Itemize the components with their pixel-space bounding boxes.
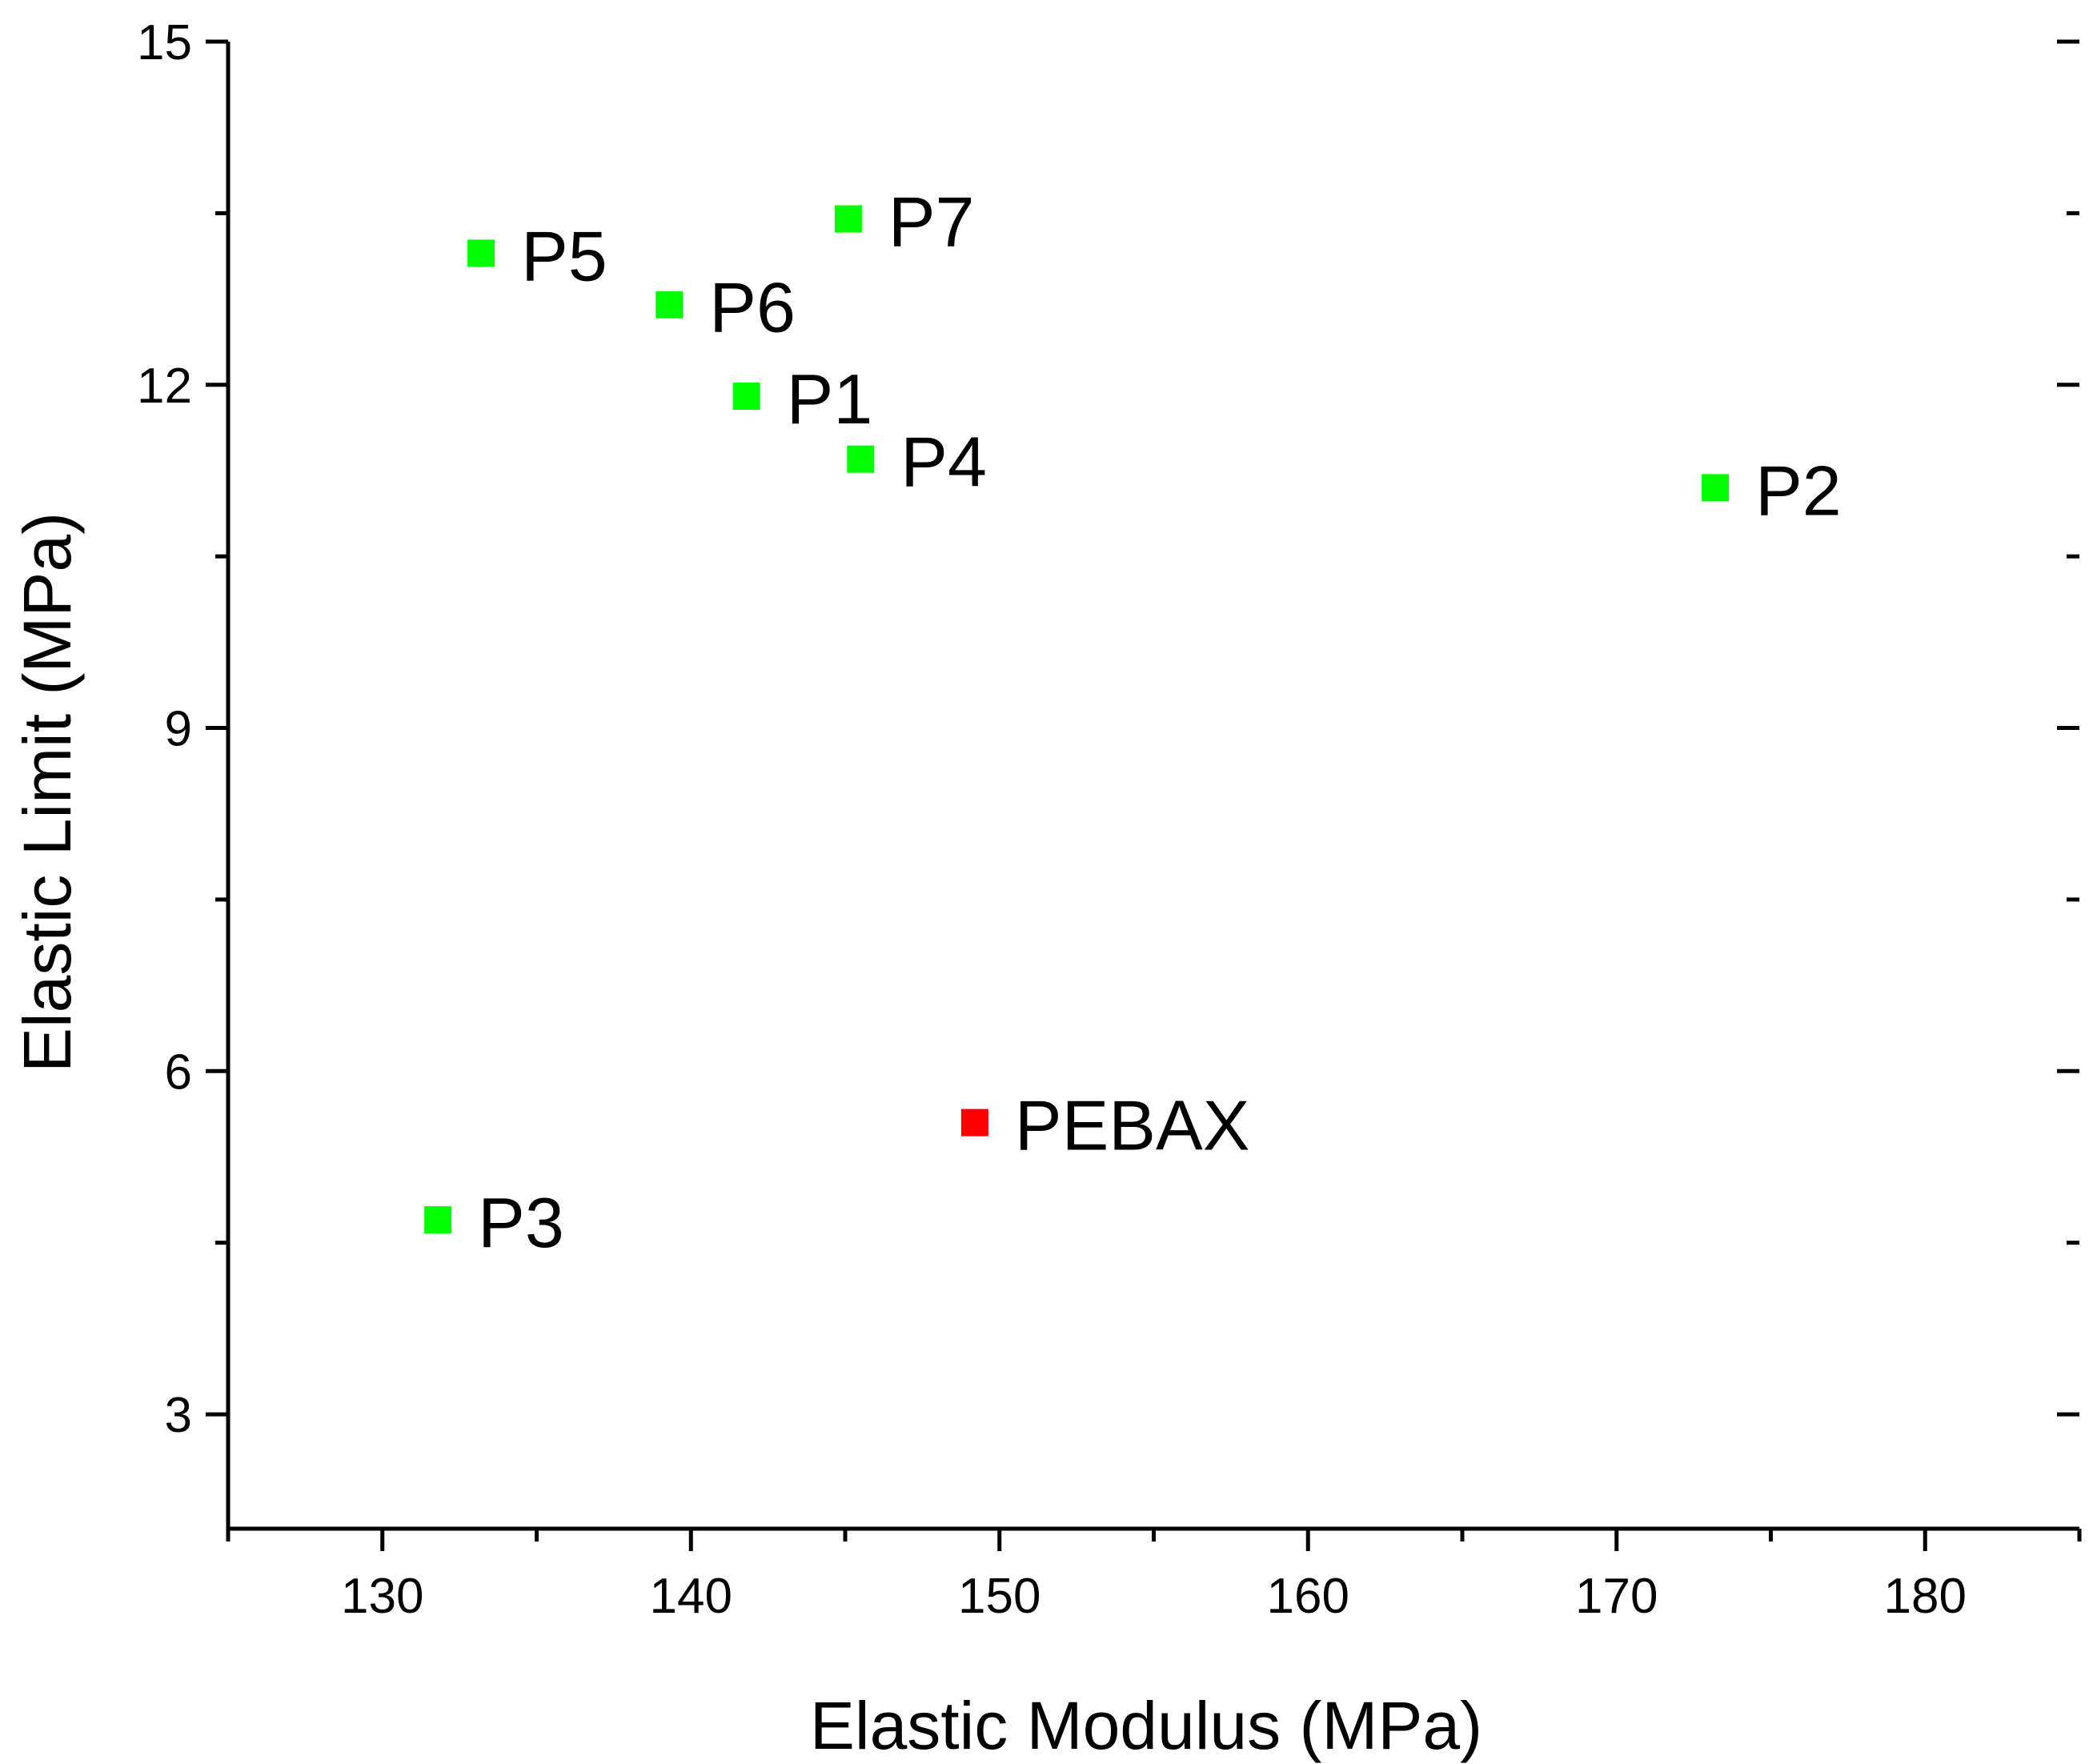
data-point-labels: P1 P2 P3 P4 P5 P6 P7 PEBAX [478,182,1842,1263]
data-point-p6 [656,291,684,319]
x-tick-label: 150 [958,1569,1040,1624]
y-axis-title: Elastic Limit (MPa) [10,512,85,1072]
y-tick-label: 6 [165,1044,192,1100]
data-point-p7 [834,205,862,233]
data-label-p6: P6 [709,268,796,347]
data-point-p5 [467,239,495,267]
x-tick-label: 160 [1267,1569,1349,1624]
data-point-pebax [960,1109,988,1137]
data-point-p1 [732,383,760,411]
data-label-p3: P3 [478,1183,564,1262]
data-label-p4: P4 [900,423,987,502]
data-label-p1: P1 [787,359,873,439]
data-label-p7: P7 [888,182,975,262]
ticks [206,39,2082,1551]
y-tick-label: 9 [165,702,192,757]
x-tick-label: 170 [1575,1569,1658,1624]
data-label-p5: P5 [521,216,607,295]
tick-labels: 130 140 150 160 170 180 3 6 9 12 15 [137,15,1967,1624]
data-point-p3 [424,1206,452,1234]
x-tick-label: 140 [650,1569,732,1624]
y-tick-label: 12 [137,359,192,414]
x-tick-label: 130 [341,1569,423,1624]
data-label-pebax: PEBAX [1015,1086,1249,1165]
data-point-p4 [847,445,875,473]
y-tick-label: 15 [137,15,192,70]
data-point-p2 [1702,474,1730,502]
x-axis-title: Elastic Modulus (MPa) [810,1688,1482,1763]
axes [226,42,2079,1531]
x-tick-label: 180 [1884,1569,1967,1624]
data-label-p2: P2 [1755,451,1842,530]
y-tick-label: 3 [165,1388,192,1443]
data-points [424,205,1730,1234]
